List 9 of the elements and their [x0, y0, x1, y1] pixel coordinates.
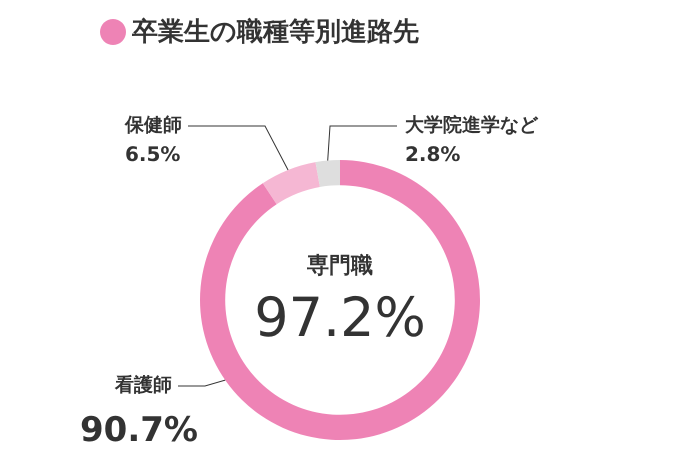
data-label: 6.5%: [125, 142, 180, 166]
chart-title: 卒業生の職種等別進路先: [132, 16, 419, 49]
slice-label: 保健師: [124, 114, 182, 136]
text: 専門職: [306, 254, 373, 279]
slice-label: 大学院進学など: [405, 114, 539, 136]
data-label: 2.8%: [405, 142, 460, 166]
text: 97.2%: [254, 286, 426, 350]
data-label: 90.7%: [80, 410, 198, 450]
slice-label: 看護師: [114, 374, 172, 396]
